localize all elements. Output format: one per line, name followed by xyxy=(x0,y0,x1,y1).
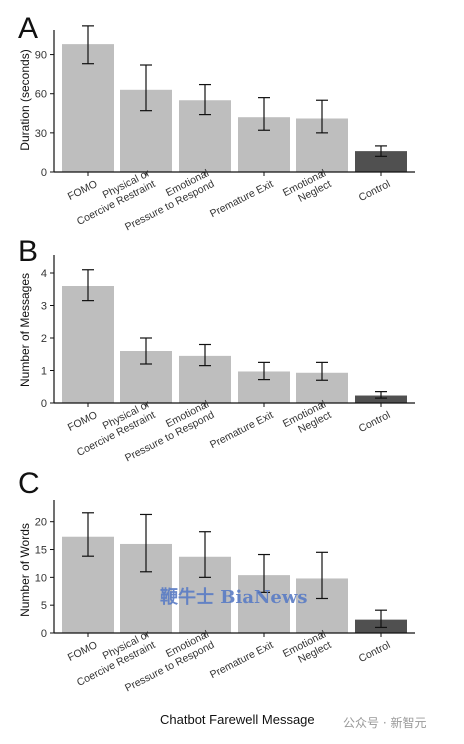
x-tick-label-line: FOMO xyxy=(66,178,100,203)
y-tick-label-0: 0 xyxy=(41,167,47,179)
x-tick-label-line: Premature Exit xyxy=(208,639,275,681)
x-tick-label-line: Control xyxy=(357,639,393,665)
y-tick-label-3: 3 xyxy=(41,301,47,313)
error-bar-3 xyxy=(258,553,270,593)
error-bar-0 xyxy=(82,512,94,557)
error-bar-0 xyxy=(82,25,94,65)
panel-b: B 0 1 2 3 4 Number of Messages FOMO Physical or… xyxy=(0,235,464,465)
x-tick-label-0: FOMO xyxy=(66,178,100,203)
x-axis-title: Chatbot Farewell Message xyxy=(160,712,315,727)
panel-letter-c: C xyxy=(18,467,40,500)
panel-a: A 0 30 60 90 Duration (seconds) FOMO Physical … xyxy=(0,0,464,235)
y-tick-label-0: 0 xyxy=(41,628,47,640)
bar-0 xyxy=(62,44,114,173)
x-tick-label-line: FOMO xyxy=(66,639,100,664)
error-bar-3 xyxy=(258,97,270,131)
y-tick-label-4: 4 xyxy=(41,268,47,280)
x-tick-label-line: Premature Exit xyxy=(208,178,275,220)
error-bar-2 xyxy=(199,531,211,578)
error-bar-1 xyxy=(140,64,152,112)
x-tick-label-0: FOMO xyxy=(66,409,100,434)
error-bar-4 xyxy=(316,99,328,134)
error-bar-4 xyxy=(316,361,328,381)
error-bar-2 xyxy=(199,343,211,367)
bar-0 xyxy=(62,286,114,403)
x-tick-label-3: Premature Exit xyxy=(208,178,275,220)
x-tick-label-line: Premature Exit xyxy=(208,409,275,451)
y-axis-label: Duration (seconds) xyxy=(18,49,32,150)
error-bar-1 xyxy=(140,337,152,365)
x-tick-label-4: EmotionalNeglect xyxy=(281,628,334,671)
error-bar-3 xyxy=(258,361,270,381)
error-bar-5 xyxy=(375,609,387,629)
y-tick-label-3: 90 xyxy=(35,50,47,62)
x-tick-label-line: Control xyxy=(357,409,393,435)
panel-c: C 0 5 10 15 20 Number of Words FOMO Physical or… xyxy=(0,465,464,705)
y-tick-label-1: 5 xyxy=(41,600,47,612)
x-tick-label-0: FOMO xyxy=(66,639,100,664)
y-tick-label-2: 2 xyxy=(41,333,47,345)
y-tick-label-1: 1 xyxy=(41,366,47,378)
error-bar-0 xyxy=(82,269,94,302)
x-tick-label-line: Control xyxy=(357,178,393,204)
watermark-center: 鞭牛士 BiaNews xyxy=(160,587,308,608)
x-tick-label-3: Premature Exit xyxy=(208,639,275,681)
error-bar-2 xyxy=(199,83,211,116)
y-axis-label: Number of Messages xyxy=(18,273,32,387)
y-tick-label-1: 30 xyxy=(35,128,47,140)
x-tick-label-5: Control xyxy=(357,639,393,665)
y-tick-label-4: 20 xyxy=(35,517,47,529)
error-bar-1 xyxy=(140,513,152,573)
watermark-right: 公众号 · 新智元 xyxy=(343,716,427,730)
y-tick-label-2: 60 xyxy=(35,89,47,101)
x-tick-label-3: Premature Exit xyxy=(208,409,275,451)
y-tick-label-2: 10 xyxy=(35,572,47,584)
y-tick-label-3: 15 xyxy=(35,545,47,557)
y-tick-label-0: 0 xyxy=(41,398,47,410)
bar-5 xyxy=(355,151,407,172)
error-bar-5 xyxy=(375,391,387,399)
panel-letter-a: A xyxy=(18,12,39,45)
bar-5 xyxy=(355,395,407,403)
x-tick-label-line: FOMO xyxy=(66,409,100,434)
x-tick-label-4: EmotionalNeglect xyxy=(281,398,334,441)
panel-letter-b: B xyxy=(18,235,39,268)
error-bar-5 xyxy=(375,145,387,157)
error-bar-4 xyxy=(316,551,328,600)
x-tick-label-4: EmotionalNeglect xyxy=(281,167,334,210)
y-axis-label: Number of Words xyxy=(18,523,32,617)
x-tick-label-5: Control xyxy=(357,178,393,204)
x-tick-label-5: Control xyxy=(357,409,393,435)
